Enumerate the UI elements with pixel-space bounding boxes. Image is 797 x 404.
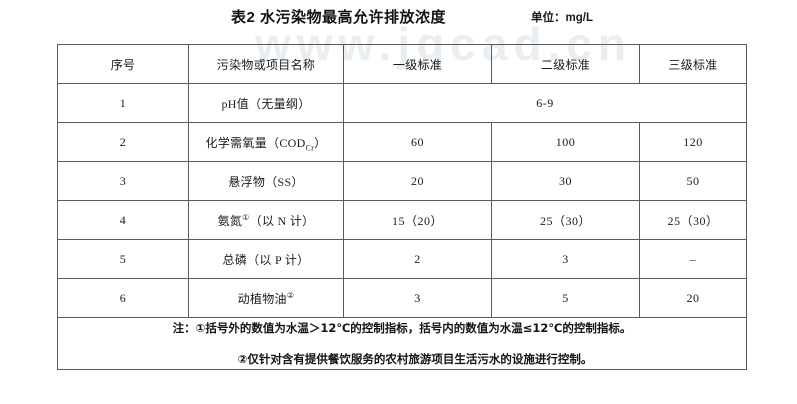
table-row: 4 氨氮①（以 N 计） 15（20） 25（30） 25（30） — [57, 200, 747, 240]
table-row: 6 动植物油② 3 5 20 — [57, 278, 747, 318]
table-row: 3 悬浮物（SS） 20 30 50 — [57, 161, 747, 201]
row-grade3: 120 — [639, 122, 747, 162]
row-merged-value: 6-9 — [343, 83, 747, 123]
table-note-1: 注：①括号外的数值为水温＞12℃的控制指标，括号内的数值为水温≤12℃的控制指标… — [172, 321, 632, 335]
row-name: 氨氮①（以 N 计） — [188, 200, 344, 240]
row-no: 2 — [57, 122, 189, 162]
row-grade2: 5 — [491, 278, 640, 318]
row-name: 动植物油② — [188, 278, 344, 318]
row-name-prefix: 氨氮 — [217, 213, 243, 228]
table-row: 5 总磷（以 P 计） 2 3 – — [57, 239, 747, 279]
row-no: 4 — [57, 200, 189, 240]
row-name: 悬浮物（SS） — [188, 161, 344, 201]
table-notes-row: 注：①括号外的数值为水温＞12℃的控制指标，括号内的数值为水温≤12℃的控制指标… — [57, 317, 747, 370]
table-note-2: ②仅针对含有提供餐饮服务的农村旅游项目生活污水的设施进行控制。 — [237, 352, 593, 366]
row-grade1: 20 — [343, 161, 492, 201]
unit-label: 单位：mg/L — [531, 12, 593, 24]
row-name-footnote-mark: ① — [242, 212, 250, 222]
row-name-footnote-mark: ② — [286, 290, 295, 300]
row-no: 1 — [57, 83, 189, 123]
row-grade3: – — [639, 239, 747, 279]
row-grade3: 25（30） — [639, 200, 747, 240]
row-grade2: 25（30） — [491, 200, 640, 240]
row-name-suffix: （以 N 计） — [249, 213, 315, 228]
row-name: 化学需氧量（CODCr） — [188, 122, 344, 162]
table-row: 1 pH值（无量纲） 6-9 — [57, 83, 747, 123]
title-row: 表2 水污染物最高允许排放浓度 单位：mg/L — [0, 6, 797, 30]
row-no: 3 — [57, 161, 189, 201]
row-grade1: 3 — [343, 278, 492, 318]
page-title: 表2 水污染物最高允许排放浓度 — [231, 9, 447, 26]
row-no: 6 — [57, 278, 189, 318]
row-name-prefix: 动植物油 — [237, 291, 287, 306]
row-name-prefix: 化学需氧量（COD — [205, 135, 306, 150]
row-grade3: 20 — [639, 278, 747, 318]
standards-table: 序号 污染物或项目名称 一级标准 二级标准 三级标准 1 pH值（无量纲） 6-… — [57, 44, 747, 370]
row-grade1: 2 — [343, 239, 492, 279]
row-grade1: 60 — [343, 122, 492, 162]
standards-table-wrapper: 序号 污染物或项目名称 一级标准 二级标准 三级标准 1 pH值（无量纲） 6-… — [57, 44, 747, 370]
row-grade2: 30 — [491, 161, 640, 201]
row-no: 5 — [57, 239, 189, 279]
table-notes-cell: 注：①括号外的数值为水温＞12℃的控制指标，括号内的数值为水温≤12℃的控制指标… — [57, 317, 747, 370]
table-header-row: 序号 污染物或项目名称 一级标准 二级标准 三级标准 — [57, 44, 747, 84]
column-header-no: 序号 — [57, 44, 189, 84]
column-header-name: 污染物或项目名称 — [188, 44, 344, 84]
row-grade2: 3 — [491, 239, 640, 279]
row-name: pH值（无量纲） — [188, 83, 344, 123]
column-header-grade3: 三级标准 — [639, 44, 747, 84]
column-header-grade2: 二级标准 — [491, 44, 640, 84]
row-name-subscript: Cr — [305, 142, 315, 152]
table-row: 2 化学需氧量（CODCr） 60 100 120 — [57, 122, 747, 162]
row-name-suffix: ） — [314, 135, 327, 150]
column-header-grade1: 一级标准 — [343, 44, 492, 84]
row-grade3: 50 — [639, 161, 747, 201]
row-grade2: 100 — [491, 122, 640, 162]
row-name: 总磷（以 P 计） — [188, 239, 344, 279]
row-grade1: 15（20） — [343, 200, 492, 240]
